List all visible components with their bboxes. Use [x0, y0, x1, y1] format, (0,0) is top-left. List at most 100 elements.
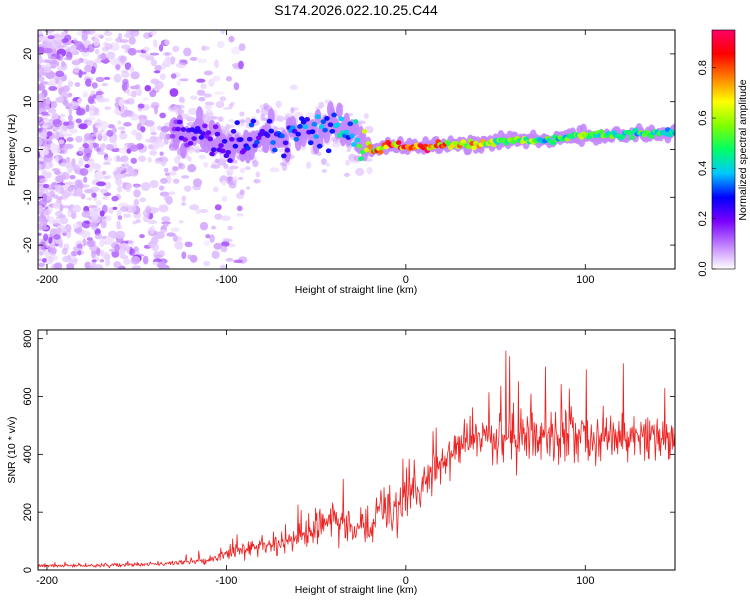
spectral-blob [232, 176, 238, 185]
spectral-blob [154, 81, 164, 90]
spectral-blob [99, 238, 105, 248]
spectral-blob [143, 214, 150, 223]
spectral-blob [99, 259, 105, 263]
spectral-blob [86, 30, 96, 35]
spectral-blob [43, 233, 49, 242]
spectral-blob [47, 30, 55, 33]
ridge-core [351, 142, 357, 147]
spectral-blob [227, 124, 232, 130]
spectral-blob [129, 85, 140, 90]
spectral-blob [86, 239, 96, 248]
spectral-blob [100, 220, 107, 229]
ridge-core [175, 126, 181, 132]
spectral-blob [38, 266, 45, 269]
ridge-core [329, 128, 336, 134]
spectral-blob [332, 142, 341, 148]
snr-y-label: SNR (10 * v/v) [6, 416, 18, 483]
spectral-blob [83, 176, 88, 183]
spectral-blob [51, 147, 61, 155]
spectral-blob [134, 184, 139, 189]
spectral-blob [325, 162, 330, 167]
ridge-core [465, 144, 472, 150]
ridge-core [295, 131, 301, 137]
ridge-core [270, 140, 276, 145]
spectral-blob [77, 250, 82, 256]
spectral-blob [99, 188, 108, 194]
spectral-blob [50, 255, 59, 261]
ridge-core [304, 116, 310, 122]
ridge-core [198, 134, 205, 140]
spectral-blob [132, 220, 138, 225]
spectral-blob [227, 225, 233, 231]
spectral-blob [50, 142, 57, 149]
spectral-blob [38, 137, 43, 147]
spectral-blob [95, 48, 100, 55]
spectral-blob [68, 106, 73, 116]
spectral-blob [38, 262, 46, 267]
spectral-blob [236, 213, 244, 217]
snr-x-axis: -200 -100 0 100 [36, 330, 594, 587]
spectral-blob [43, 118, 50, 124]
ridge-core [358, 156, 364, 162]
ridge-core [264, 133, 271, 138]
spectral-blob [129, 66, 135, 73]
spectral-blob [160, 177, 168, 184]
spectral-blob [131, 129, 138, 136]
spectral-blob [220, 215, 231, 222]
spectral-blob [220, 245, 228, 253]
spectral-blob [164, 172, 171, 177]
spectral-blob [101, 251, 109, 260]
spectral-blob [81, 210, 91, 218]
spectral-blob [278, 148, 284, 153]
spectral-blob [107, 230, 118, 239]
spectral-blob [61, 38, 69, 43]
spectral-blob [189, 204, 199, 211]
spectral-blob [118, 98, 124, 108]
spectral-blob [217, 40, 225, 49]
x-tick-label: -100 [215, 274, 237, 286]
ridge-core [354, 137, 361, 143]
spectral-blob [73, 165, 81, 170]
spectral-blob [153, 70, 161, 74]
spectral-blob [115, 64, 121, 70]
ridge-core [293, 136, 300, 142]
spectral-blob [222, 106, 231, 111]
spectral-blob [105, 143, 114, 151]
spectral-blob [344, 172, 350, 178]
spectral-blob [93, 33, 103, 38]
spectral-blob [76, 243, 83, 249]
spectral-blob [159, 191, 170, 197]
spectral-blob [78, 44, 85, 53]
spectral-blob [141, 181, 151, 191]
ridge-core [232, 143, 239, 149]
spectral-blob [244, 166, 251, 171]
spectral-blob [43, 66, 52, 73]
spectral-blob [94, 57, 103, 64]
spectral-blob [113, 172, 120, 180]
spectral-blob [221, 241, 230, 247]
spectral-blob [219, 96, 227, 102]
spectral-blob [125, 30, 132, 36]
spectral-blob [172, 45, 180, 53]
spectral-blob [188, 107, 198, 116]
spectral-blob [122, 182, 128, 186]
spectral-blob [65, 229, 72, 239]
spectral-blob [130, 255, 141, 265]
spectral-blob [153, 250, 160, 259]
spectral-blob [39, 178, 48, 183]
spectral-blob [113, 73, 122, 83]
spectral-blob [142, 46, 150, 52]
spectral-blob [82, 142, 90, 149]
spectral-blob [120, 206, 129, 212]
spectral-blob [38, 187, 46, 194]
spectral-blob [229, 165, 239, 170]
spectral-blob [103, 76, 111, 80]
spectral-blob [129, 144, 139, 152]
spectral-blob [147, 144, 154, 150]
spectral-blob [211, 250, 220, 259]
spectral-blob [203, 70, 213, 76]
spectral-blob [121, 71, 130, 78]
spectral-blob [139, 52, 149, 58]
spectral-blob [239, 167, 246, 174]
spectral-blob [105, 182, 112, 190]
